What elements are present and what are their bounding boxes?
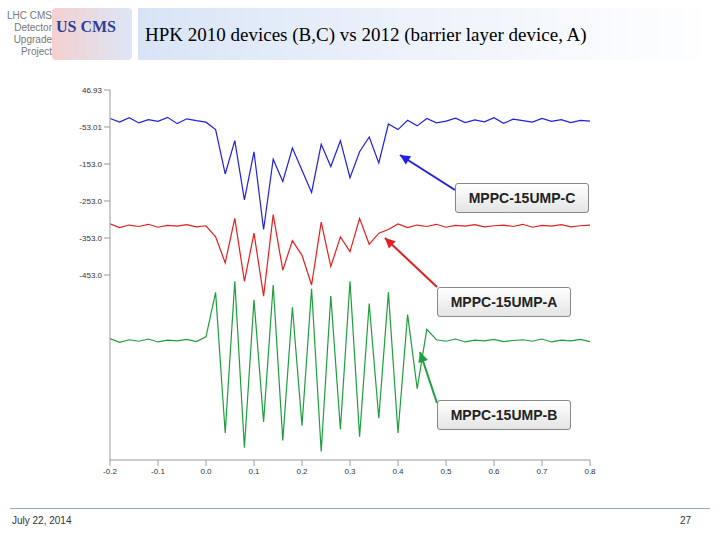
html-text:MPPC-15UMP-B: MPPC-15UMP-B <box>450 407 558 423</box>
html-text:Detector: Detector <box>14 22 52 33</box>
html-text:MPPC-15UMP-A: MPPC-15UMP-A <box>450 294 558 310</box>
html-text:LHC CMS: LHC CMS <box>7 10 52 21</box>
svg-text:0.5: 0.5 <box>440 467 452 476</box>
html-text:27: 27 <box>680 515 692 526</box>
svg-text:-153.0: -153.0 <box>79 160 102 169</box>
html-text:Upgrade: Upgrade <box>13 34 52 45</box>
html-text:MPPC-15UMP-C: MPPC-15UMP-C <box>468 190 576 206</box>
svg-text:-353.0: -353.0 <box>79 234 102 243</box>
svg-text:0.4: 0.4 <box>392 467 404 476</box>
svg-text:0.7: 0.7 <box>536 467 548 476</box>
svg-text:0.3: 0.3 <box>344 467 356 476</box>
svg-text:-0.2: -0.2 <box>103 467 117 476</box>
html-text:US CMS: US CMS <box>56 18 116 35</box>
svg-text:-53.01: -53.01 <box>79 123 102 132</box>
svg-text:0.2: 0.2 <box>296 467 308 476</box>
html-text:HPK 2010 devices (B,C) vs 2012: HPK 2010 devices (B,C) vs 2012 (barrier … <box>145 24 587 45</box>
svg-text:0.6: 0.6 <box>488 467 500 476</box>
svg-text:0.0: 0.0 <box>200 467 212 476</box>
svg-text:-453.0: -453.0 <box>79 271 102 280</box>
svg-text:0.1: 0.1 <box>248 467 260 476</box>
html-text:July 22, 2014: July 22, 2014 <box>12 515 72 526</box>
svg-text:-253.0: -253.0 <box>79 197 102 206</box>
svg-text:-0.1: -0.1 <box>151 467 165 476</box>
svg-text:46.93: 46.93 <box>82 86 103 95</box>
html-text:Project: Project <box>20 46 52 57</box>
svg-text:0.8: 0.8 <box>584 467 596 476</box>
